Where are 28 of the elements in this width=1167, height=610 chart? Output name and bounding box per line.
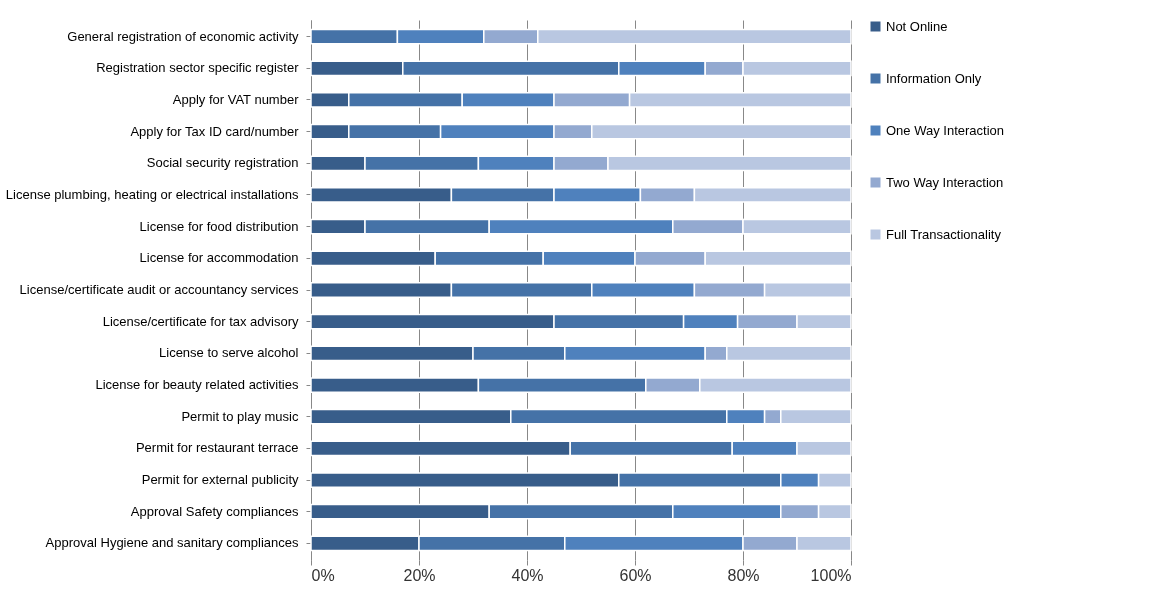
- y-tick-label: License for beauty related activities: [95, 377, 299, 393]
- x-tick-label: 80%: [727, 566, 760, 584]
- legend-label: One Way Interaction: [886, 122, 1005, 138]
- y-tick-label: License/certificate for tax advisory: [102, 313, 299, 329]
- legend-label: Full Transactionality: [886, 226, 1002, 242]
- x-tick-label: 100%: [810, 566, 852, 584]
- legend-label: Information Only: [886, 70, 982, 86]
- y-tick-label: Approval Hygiene and sanitary compliances: [45, 535, 299, 551]
- y-tick-label: License plumbing, heating or electrical installations: [5, 186, 299, 202]
- y-tick-label: License for accommodation: [139, 250, 299, 266]
- x-tick-label: 40%: [511, 566, 544, 584]
- y-tick-label: Registration sector specific register: [96, 60, 300, 76]
- legend-label: Two Way Interaction: [886, 174, 1004, 190]
- x-tick-label: 0%: [311, 566, 335, 584]
- y-tick-label: Social security registration: [146, 155, 299, 171]
- y-tick-label: Approval Safety compliances: [130, 503, 299, 519]
- y-tick-label: Apply for VAT number: [172, 91, 300, 107]
- y-tick-label: License to serve alcohol: [159, 345, 299, 361]
- x-tick-label: 20%: [403, 566, 436, 584]
- y-tick-label: License for food distribution: [139, 218, 299, 234]
- y-tick-label: Apply for Tax ID card/number: [130, 123, 300, 139]
- legend-label: Not Online: [886, 18, 948, 34]
- y-tick-label: General registration of economic activity: [67, 28, 299, 44]
- y-tick-label: Permit for external publicity: [141, 472, 299, 488]
- y-tick-label: Permit for restaurant terrace: [135, 440, 299, 456]
- y-tick-label: License/certificate audit or accountancy services: [19, 282, 299, 297]
- y-tick-label: Permit to play music: [181, 408, 299, 424]
- x-tick-label: 60%: [619, 566, 652, 584]
